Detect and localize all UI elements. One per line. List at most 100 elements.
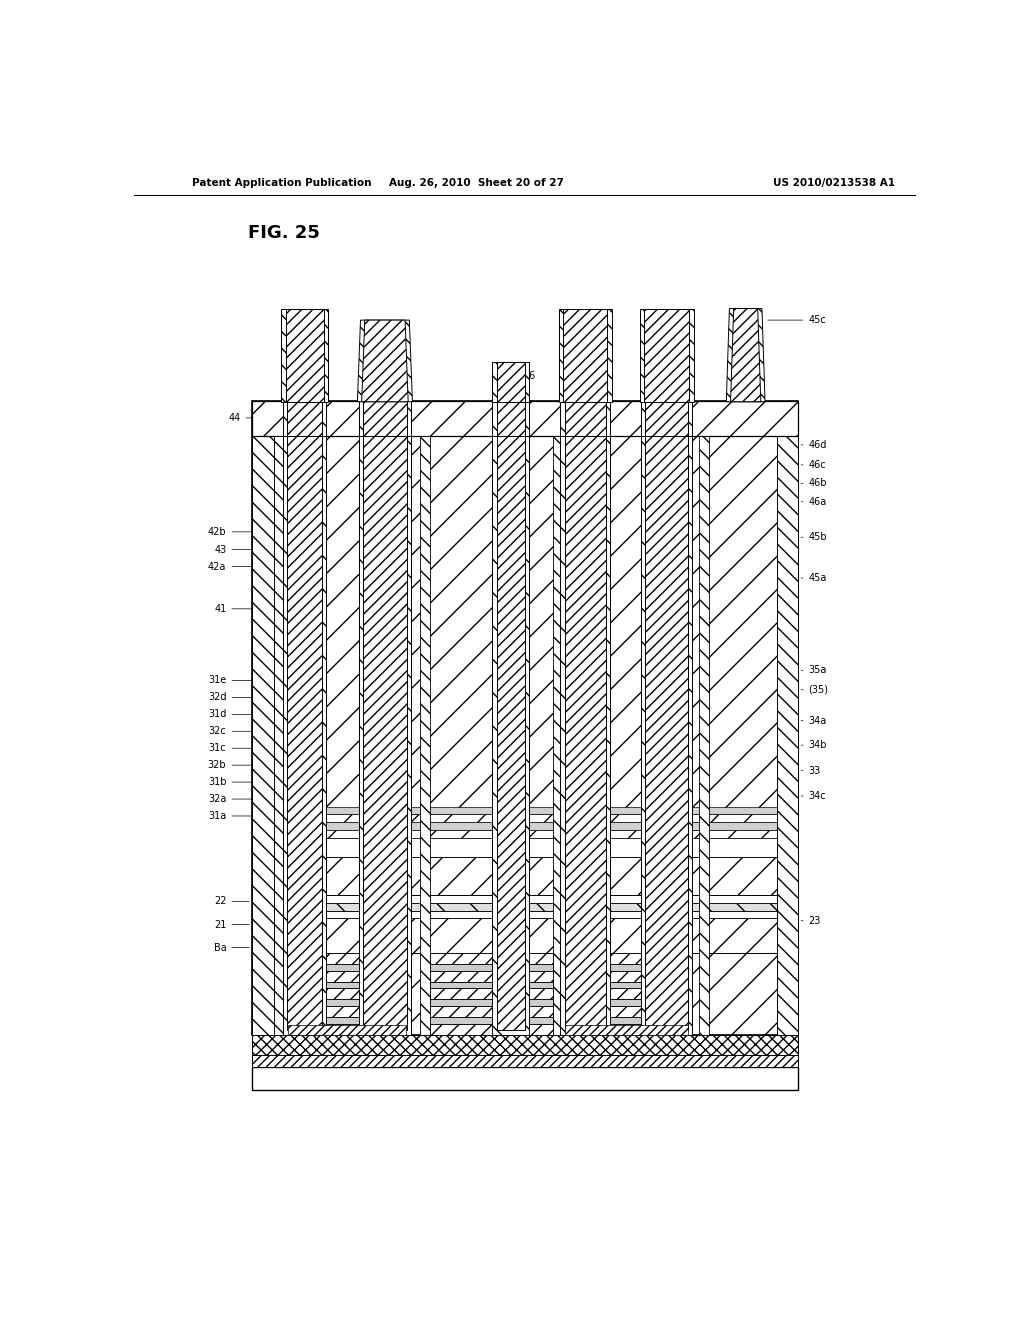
Text: 31e: 31e [208,676,271,685]
Bar [610,989,641,999]
Bar [493,436,529,1035]
Bar [282,309,328,401]
Text: 46b: 46b [801,478,827,488]
Bar [529,953,553,964]
Text: 33: 33 [801,766,820,776]
Bar [610,1016,641,1024]
Text: 43: 43 [214,545,271,554]
Bar [273,436,284,1035]
Bar [252,401,799,436]
Bar [610,964,641,970]
Text: 46a: 46a [801,496,826,507]
Bar [529,989,553,999]
Bar [560,436,610,1035]
Bar [327,1016,359,1024]
Bar [529,970,553,982]
Text: 42b: 42b [208,527,271,537]
Text: 46d: 46d [801,440,826,450]
Text: 32c: 32c [209,726,271,737]
Text: 32d: 32d [208,693,271,702]
Bar [327,953,359,964]
Bar [327,1024,359,1035]
Bar [497,400,525,436]
Bar [564,400,606,436]
Text: 31a: 31a [208,810,271,821]
Bar [529,1016,553,1024]
Bar [252,807,799,814]
Bar [327,982,359,989]
Bar [640,309,693,401]
Bar [252,1067,799,1090]
Text: FIG. 25: FIG. 25 [248,224,319,242]
Bar [645,400,688,436]
Bar [430,1006,493,1016]
Bar [565,1026,687,1035]
Bar [610,1024,641,1035]
Bar [252,1035,799,1056]
Bar [420,436,430,1035]
Bar [252,436,273,1035]
Text: 31c: 31c [209,743,271,754]
Bar [641,436,692,1035]
Text: Patent Application Publication: Patent Application Publication [191,178,371,187]
Bar [553,436,563,1035]
Bar [252,830,799,838]
Bar [283,400,327,436]
Bar [430,999,493,1006]
Bar [430,953,493,964]
Bar [529,1024,553,1035]
Bar [288,1026,407,1035]
Bar [497,363,525,401]
Text: 45c: 45c [768,315,826,325]
Bar [288,400,323,436]
Bar [430,970,493,982]
Bar [529,964,553,970]
Text: 22: 22 [214,896,249,907]
Bar [430,1016,493,1024]
Bar [327,999,359,1006]
Bar [610,1006,641,1016]
Bar [364,436,407,1031]
Bar [252,1056,799,1067]
Bar [252,903,799,911]
Text: US 2010/0213538 A1: US 2010/0213538 A1 [773,178,895,187]
Bar [359,436,411,1035]
Bar [563,309,607,401]
Bar [641,400,692,436]
Bar [430,1024,493,1035]
Text: 44: 44 [228,413,271,422]
Bar [645,436,688,1031]
Text: 46c: 46c [801,459,826,470]
Text: 31d: 31d [208,709,271,719]
Bar [529,999,553,1006]
Text: 23: 23 [801,916,821,925]
Bar [559,309,611,401]
Bar [283,436,327,1035]
Polygon shape [726,309,765,401]
Text: 31b: 31b [208,777,271,787]
Text: 35a: 35a [801,665,826,676]
Bar [359,400,411,436]
Bar [252,919,799,953]
Bar [327,970,359,982]
Text: 42a: 42a [208,561,271,572]
Bar [286,309,324,401]
Bar [252,895,799,903]
Text: Ba: Ba [214,942,249,953]
Polygon shape [730,309,761,401]
Text: 41: 41 [214,603,271,614]
Bar [327,964,359,970]
Text: 32a: 32a [208,795,271,804]
Bar [560,400,610,436]
Bar [327,1006,359,1016]
Bar [252,857,799,895]
Bar [252,814,799,822]
Text: 21: 21 [214,920,249,929]
Bar [252,401,799,1035]
Text: 45b: 45b [801,532,827,543]
Polygon shape [357,321,413,401]
Bar [610,953,641,964]
Bar [430,964,493,970]
Text: 32b: 32b [208,760,271,770]
Bar [252,822,799,830]
